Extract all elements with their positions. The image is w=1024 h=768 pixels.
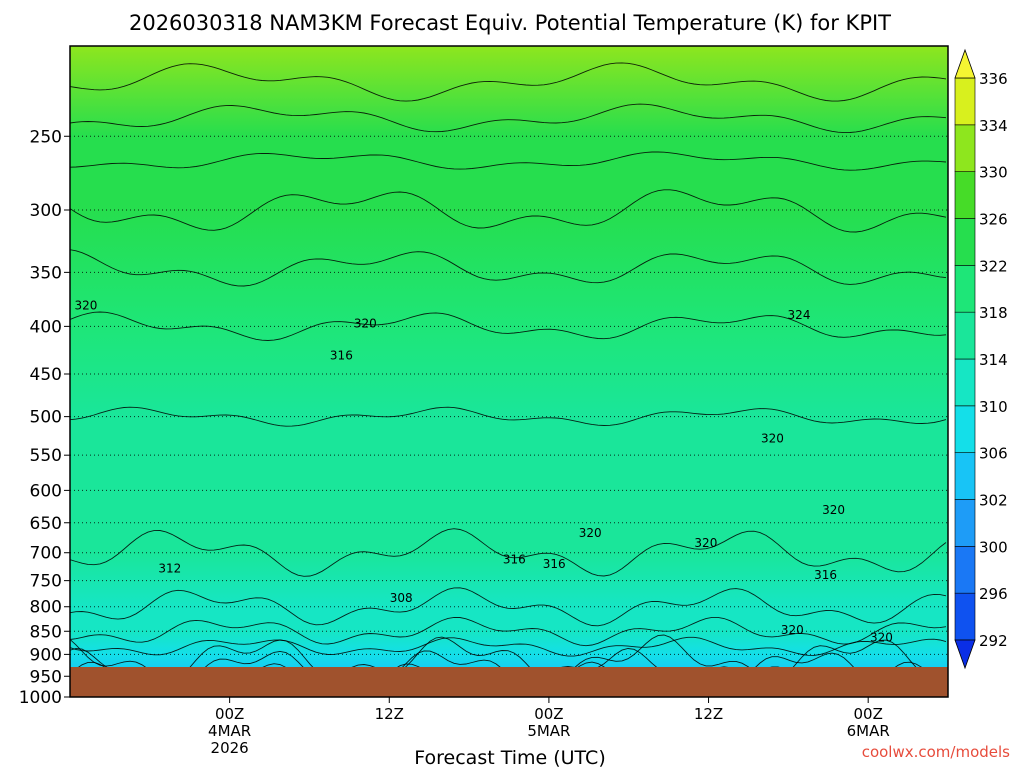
colorbar-segment [954,171,976,219]
y-tick-label: 500 [30,408,62,428]
colorbar-label: 300 [979,538,1008,556]
y-tick-label: 650 [30,514,62,534]
x-tick-label: 4MAR [208,722,251,740]
colorbar-max-arrow [954,48,976,79]
contour-label: 320 [694,536,717,550]
colorbar-label: 292 [979,632,1008,650]
contour-label: 320 [761,432,784,446]
y-tick-label: 400 [30,317,62,337]
colorbar-segment [954,311,976,360]
colorbar-segment [954,265,976,313]
y-tick-label: 750 [30,572,62,592]
contour-line [70,189,947,233]
contour-line [70,103,947,134]
y-tick-label: 300 [30,201,62,221]
colorbar-label: 306 [979,445,1008,463]
contour-lines [70,62,947,697]
y-tick-label: 550 [30,446,62,466]
y-tick-label: 800 [30,598,62,618]
x-tick-label: 2026 [211,739,249,757]
colorbar-label: 314 [979,351,1008,369]
colorbar-segment [954,405,976,453]
y-tick-label: 1000 [19,688,62,708]
watermark: coolwx.com/models [862,743,1010,761]
x-axis-label: Forecast Time (UTC) [414,747,605,768]
x-tick-label: 00Z [215,705,244,723]
contour-label: 316 [330,349,353,363]
ground-terrain [70,667,948,697]
contour-label: 320 [579,526,602,540]
colorbar-segment [954,592,976,641]
x-tick-label: 00Z [534,705,563,723]
colorbar-segment [954,218,976,266]
colorbar-label: 310 [979,398,1008,416]
plot-area: 320 320 316 324 320 320 320 320 316 316 316 312 308 3… [70,46,948,697]
y-tick-label: 850 [30,622,62,642]
theta-e-field [70,46,948,697]
colorbar-label: 302 [979,492,1008,510]
contour-label: 316 [503,553,526,567]
contour-line [70,587,947,627]
y-tick-label: 350 [30,263,62,283]
contour-label: 320 [822,503,845,517]
y-tick-label: 950 [30,667,62,687]
contour-line [70,528,947,577]
y-tick-label: 250 [30,127,62,147]
contour-label: 324 [788,308,811,322]
y-tick-label: 450 [30,365,62,385]
contour-label: 316 [814,568,837,582]
colorbar-label: 326 [979,211,1008,229]
contour-line [70,636,947,657]
contour-line [70,151,947,171]
contour-label: 316 [543,557,566,571]
x-tick-label: 5MAR [527,722,570,740]
contour-line [70,62,947,102]
x-tick-label: 12Z [375,705,404,723]
contour-label: 320 [75,299,98,313]
x-tick-label: 00Z [853,705,882,723]
contour-label: 320 [781,623,804,637]
chart-title: 2026030318 NAM3KM Forecast Equiv. Potent… [129,11,891,35]
colorbar-label: 322 [979,257,1008,275]
y-tick-label: 900 [30,645,62,665]
colorbar-label: 330 [979,164,1008,182]
colorbar: 292 296 300 302 306 310 314 318 322 326 330 334 336 [954,48,1008,670]
contour-line [70,249,947,287]
colorbar-segment [954,77,976,126]
colorbar-min-arrow [954,639,976,670]
contour-line [70,616,947,647]
colorbar-segment [954,499,976,547]
colorbar-label: 296 [979,585,1008,603]
contour-label: 312 [158,562,181,576]
colorbar-label: 336 [979,70,1008,88]
contour-line [70,634,947,683]
contour-line [70,311,947,341]
x-tick-label: 12Z [694,705,723,723]
colorbar-segment [954,124,976,172]
contour-line [70,406,947,427]
contour-label: 320 [870,630,893,644]
contour-label: 308 [390,591,413,605]
colorbar-label: 318 [979,304,1008,322]
y-tick-label: 600 [30,481,62,501]
plot-frame [69,45,949,698]
colorbar-label: 334 [979,117,1008,135]
y-axis: 250 300 350 400 450 500 550 600 650 700 750 800 850 9… [19,127,70,708]
colorbar-segment [954,452,976,500]
colorbar-segment [954,358,976,407]
x-tick-label: 6MAR [847,722,890,740]
contour-label: 320 [354,316,377,330]
y-tick-label: 700 [30,544,62,564]
colorbar-segment [954,546,976,594]
